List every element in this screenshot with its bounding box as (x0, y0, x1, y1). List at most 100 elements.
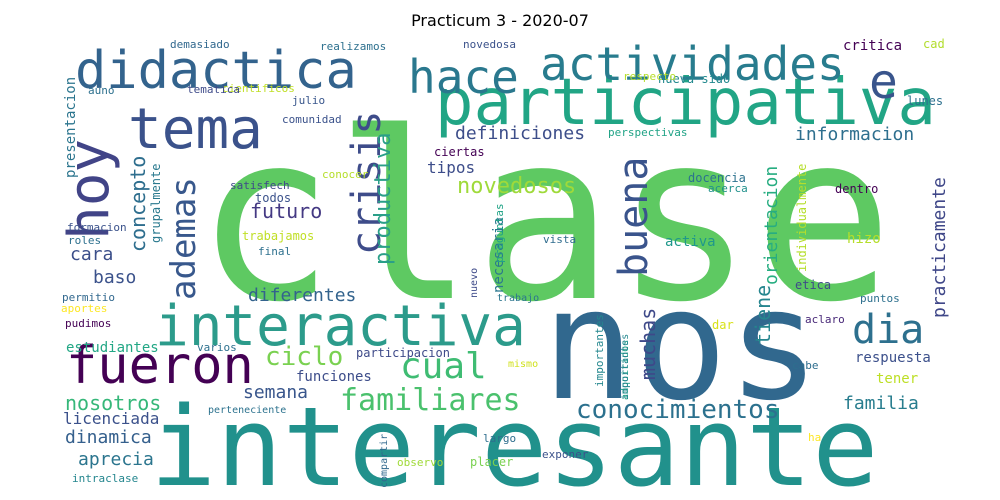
word-productiva: productiva (371, 133, 396, 265)
word-practicamente: practicamente (929, 177, 950, 318)
word-perteneciente: perteneciente (208, 405, 286, 416)
word-didactica: didactica (75, 41, 357, 101)
word-crisis: crisis (344, 111, 390, 256)
word-novedosos: novedosos (457, 174, 576, 199)
word-formacion: formacion (67, 221, 127, 234)
word-docencia: docencia (688, 171, 746, 185)
word-familiares: familiares (340, 383, 521, 418)
word-cabe: cabe (792, 359, 819, 372)
word-respuesta: respuesta (855, 350, 931, 366)
word-nos: nos (542, 256, 820, 435)
word-compartir: compartir (379, 434, 390, 488)
word-varios: varios (197, 341, 237, 354)
word-importantes: importantes (620, 334, 631, 400)
word-lunes: lunes (907, 94, 943, 108)
word-necesaria: necesaria (491, 217, 507, 293)
word-concepto: concepto (126, 156, 150, 252)
word-dentro: dentro (835, 182, 878, 196)
word-pudimos: pudimos (65, 317, 111, 330)
word-etica: etica (795, 278, 831, 292)
word-tener: tener (876, 371, 918, 387)
word-tipos: tipos (427, 158, 475, 177)
word-dinamica: dinamica (65, 427, 152, 448)
word-tema: tema (128, 97, 263, 162)
word-julio: julio (292, 94, 325, 107)
word-adquiridos: adquiridos (620, 340, 631, 400)
word-cientificos: cientificos (222, 82, 295, 95)
word-ha: ha (808, 431, 821, 444)
word-fueron: fueron (66, 336, 254, 396)
word-ciclo: ciclo (265, 342, 343, 372)
word-conocer: conocer (322, 168, 369, 181)
word-trabajamos: trabajamos (242, 229, 314, 243)
word-importantes: importantes (593, 314, 606, 387)
word-interesante: interesante (150, 383, 878, 500)
word-e: e (869, 54, 898, 110)
word-permitio: permitio (62, 291, 115, 304)
word-activa: activa (665, 234, 716, 250)
word-cad: cad (923, 37, 945, 51)
word-hizo: hizo (847, 231, 881, 247)
word-puntos: puntos (860, 292, 900, 305)
word-conocimientos: conocimientos (576, 395, 780, 425)
word-hace: hace (408, 50, 519, 104)
word-baso: baso (93, 267, 136, 288)
word-ademas: ademas (164, 177, 204, 300)
word-individualmente: individualmente (795, 164, 809, 272)
word-interactiva: interactiva (155, 294, 526, 359)
word-tematica: tematica (187, 83, 240, 96)
word-nuevo: nuevo (469, 268, 480, 298)
word-diferentes: diferentes (248, 285, 356, 306)
word-demasiado: demasiado (170, 38, 230, 51)
word-respecto: respecto (623, 70, 676, 83)
word-hoy: hoy (57, 139, 122, 240)
word-dar: dar (712, 318, 734, 332)
word-ciertas: ciertas (434, 145, 485, 159)
word-aportes: aportes (61, 302, 107, 315)
word-tiene: tiene (751, 285, 775, 345)
word-largo: largo (483, 432, 516, 445)
word-critica: critica (843, 38, 902, 54)
word-semana: semana (243, 382, 308, 403)
word-muchas: muchas (636, 308, 660, 380)
word-familia: familia (843, 393, 919, 414)
word-estudiantes: estudiantes (66, 340, 159, 356)
word-intraclase: intraclase (72, 472, 138, 485)
word-satisfech: satisfech (230, 179, 290, 192)
word-observo: observo (397, 456, 443, 469)
word-aprecia: aprecia (78, 449, 154, 470)
word-definiciones: definiciones (455, 123, 585, 144)
word-mismo: mismo (508, 359, 538, 370)
word-participacion: participacion (356, 346, 450, 360)
word-participativa: participativa (435, 66, 936, 140)
word-comunidad: comunidad (282, 113, 342, 126)
word-presentacion: presentacion (63, 77, 79, 178)
word-trabajo: trabajo (497, 293, 539, 304)
word-orientacion: orientacion (761, 166, 782, 285)
word-exponer: exponer (542, 448, 589, 461)
word-aclaro: aclaro (805, 313, 845, 326)
word-nosotros: nosotros (65, 391, 161, 415)
word-futuro: futuro (250, 199, 322, 223)
word-licenciada: licenciada (63, 409, 159, 428)
word-placer: placer (470, 455, 513, 469)
word-preguntas: preguntas (493, 203, 506, 263)
word-final: final (258, 245, 291, 258)
word-perspectivas: perspectivas (608, 126, 687, 139)
word-acerca: acerca (708, 182, 748, 195)
word-auno: auno (88, 84, 115, 97)
word-actividades: actividades (540, 37, 845, 91)
word-cual: cual (400, 346, 487, 387)
word-todos: todos (255, 191, 291, 205)
word-roles: roles (68, 234, 101, 247)
word-realizamos: realizamos (320, 40, 386, 53)
word-dia: dia (852, 307, 924, 353)
word-cara: cara (70, 244, 113, 265)
word-vista: vista (543, 233, 576, 246)
word-grupalmente: grupalmente (149, 164, 163, 243)
chart-title: Practicum 3 - 2020-07 (411, 11, 589, 30)
word-informacion: informacion (795, 124, 914, 145)
word-clase: clase (195, 83, 893, 353)
word-novedosa: novedosa (463, 38, 516, 51)
